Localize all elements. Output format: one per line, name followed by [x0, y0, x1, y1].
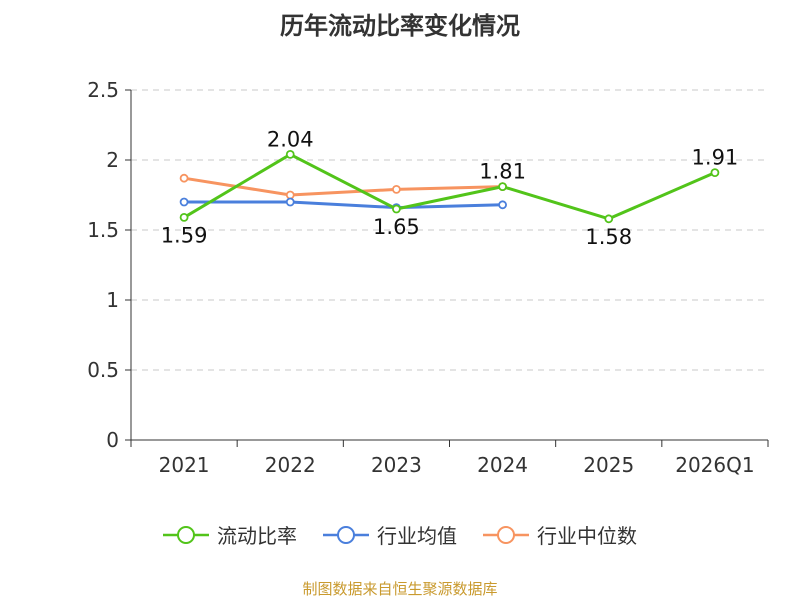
x-tick-label: 2025: [583, 453, 634, 477]
data-point: [285, 149, 295, 159]
legend-label: 行业均值: [377, 524, 457, 548]
data-point: [392, 184, 401, 194]
data-label: 1.65: [373, 215, 420, 239]
x-tick-label: 2026Q1: [675, 453, 754, 477]
data-point: [179, 212, 189, 222]
data-label: 1.59: [161, 223, 208, 247]
y-tick-label: 1.5: [87, 218, 119, 242]
legend-line-marker: [323, 525, 369, 544]
legend: 流动比率 行业均值 行业中位数: [0, 520, 800, 549]
legend-label: 流动比率: [217, 524, 297, 548]
legend-item-industry-median[interactable]: 行业中位数: [483, 520, 637, 549]
legend-label: 行业中位数: [537, 524, 637, 548]
data-point: [498, 200, 507, 210]
y-tick-label: 0.5: [87, 358, 119, 382]
y-tick-label: 2: [106, 148, 119, 172]
legend-line-marker: [483, 525, 529, 544]
x-tick-label: 2023: [371, 453, 422, 477]
data-point: [285, 190, 295, 200]
data-label: 2.04: [267, 127, 314, 151]
x-tick-label: 2022: [265, 453, 316, 477]
y-tick-label: 1: [106, 288, 119, 312]
x-tick-label: 2021: [159, 453, 210, 477]
x-tick-label: 2024: [477, 453, 528, 477]
data-point: [498, 182, 507, 192]
data-label: 1.58: [585, 225, 632, 249]
data-label: 1.81: [479, 160, 526, 184]
data-point: [285, 197, 295, 207]
source-note: 制图数据来自恒生聚源数据库: [302, 580, 498, 598]
series-line: [184, 200, 503, 210]
y-tick-label: 2.5: [87, 78, 119, 102]
y-tick-label: 0: [106, 428, 119, 452]
legend-item-current-ratio[interactable]: 流动比率: [163, 520, 297, 549]
chart-title: 历年流动比率变化情况: [280, 12, 520, 40]
data-point: [179, 197, 189, 207]
legend-line-marker: [163, 525, 209, 544]
data-point: [604, 214, 614, 224]
data-label: 1.91: [692, 146, 739, 170]
data-point: [392, 204, 401, 214]
series-line: [183, 152, 716, 221]
data-point: [710, 168, 720, 178]
data-point: [179, 173, 189, 183]
legend-item-industry-mean[interactable]: 行业均值: [323, 520, 457, 549]
